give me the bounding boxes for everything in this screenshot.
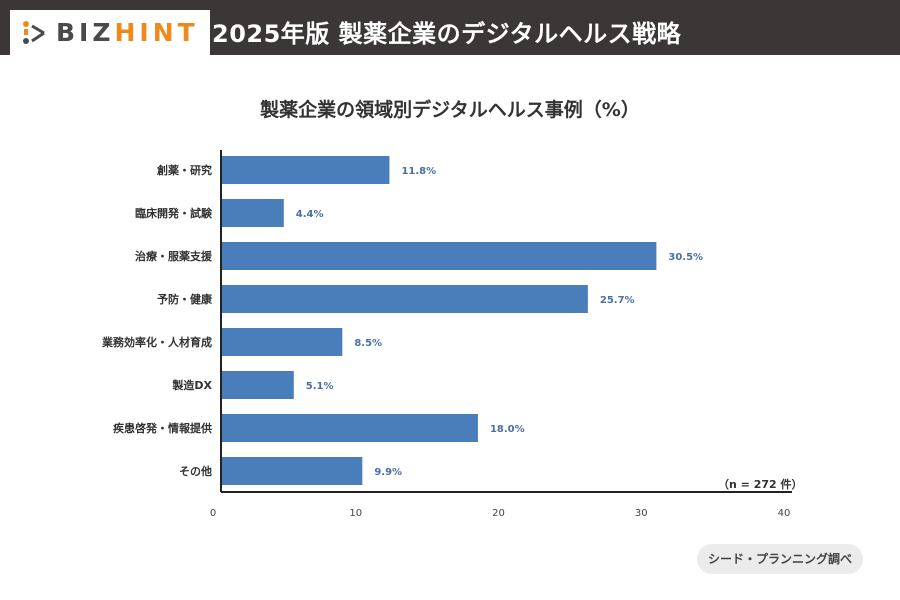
- x-tick-label: 40: [778, 508, 791, 519]
- category-label: 業務効率化・人材育成: [101, 335, 212, 349]
- category-label: 予防・健康: [157, 292, 213, 306]
- logo-text-hint: HINT: [114, 18, 199, 47]
- category-label: 臨床開発・試験: [135, 206, 213, 220]
- data-label: 5.1%: [306, 381, 334, 392]
- bar: [221, 242, 657, 270]
- x-tick-label: 30: [635, 508, 648, 519]
- bar: [221, 156, 390, 184]
- bar: [221, 414, 478, 442]
- page-title: 2025年版 製薬企業のデジタルヘルス戦略: [212, 20, 682, 48]
- source-badge: シード・プランニング調べ: [697, 544, 863, 574]
- bar: [221, 371, 294, 399]
- chart-title: 製薬企業の領域別デジタルヘルス事例（%）: [260, 99, 640, 121]
- data-label: 9.9%: [374, 467, 402, 478]
- sample-size-note: （n = 272 件）: [718, 478, 803, 491]
- data-label: 30.5%: [668, 252, 703, 263]
- bizhint-logo[interactable]: BIZHINT: [10, 10, 210, 56]
- x-tick-label: 10: [349, 508, 362, 519]
- category-label: その他: [179, 464, 212, 478]
- data-label: 25.7%: [600, 295, 635, 306]
- bar: [221, 285, 588, 313]
- bar: [221, 199, 284, 227]
- category-label: 治療・服薬支援: [135, 249, 213, 263]
- category-label: 創薬・研究: [156, 163, 212, 177]
- logo-text-biz: BIZ: [56, 18, 115, 47]
- data-label: 11.8%: [401, 166, 436, 177]
- bar: [221, 457, 363, 485]
- data-label: 4.4%: [296, 209, 324, 220]
- logo-mark-icon: [23, 21, 45, 44]
- data-label: 18.0%: [490, 424, 525, 435]
- category-label: 疾患啓発・情報提供: [113, 421, 212, 435]
- x-tick-label: 20: [492, 508, 505, 519]
- bar: [221, 328, 343, 356]
- category-label: 製造DX: [171, 378, 212, 392]
- x-tick-label: 0: [210, 508, 216, 519]
- data-label: 8.5%: [354, 338, 382, 349]
